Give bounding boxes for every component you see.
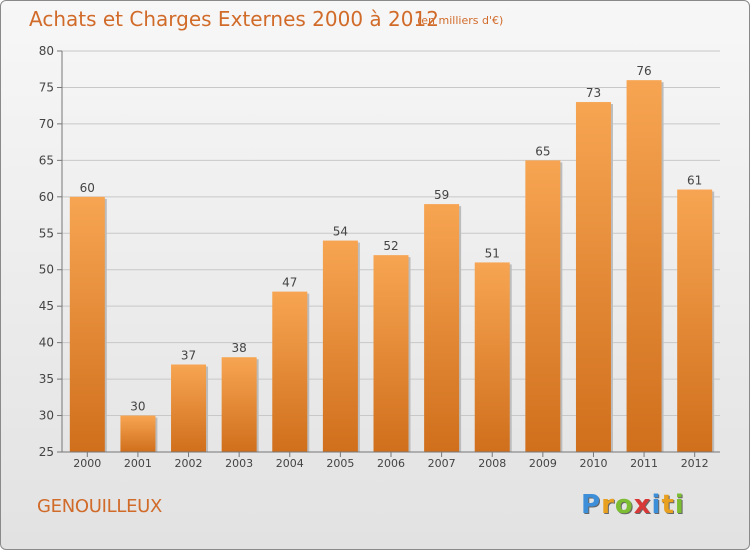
bar (575, 102, 611, 452)
x-tick-label: 2010 (579, 457, 607, 470)
axes (61, 51, 720, 453)
logo-letter: x (633, 490, 652, 520)
data-label: 65 (535, 144, 550, 158)
data-label: 59 (434, 188, 449, 202)
x-tick-label: 2006 (377, 457, 405, 470)
bar (221, 357, 257, 452)
x-tick-label: 2003 (225, 457, 253, 470)
bar (322, 240, 358, 452)
y-tick-label: 60 (39, 190, 54, 204)
y-tick-label: 25 (39, 445, 54, 459)
y-tick-label: 50 (39, 263, 54, 277)
data-label: 60 (80, 181, 95, 195)
data-label: 54 (333, 225, 348, 239)
data-label: 37 (181, 349, 196, 363)
y-tick-label: 55 (39, 226, 54, 240)
bar (626, 80, 662, 452)
x-tick-label: 2005 (326, 457, 354, 470)
x-tick-label: 2012 (681, 457, 709, 470)
logo-letter: P (581, 490, 602, 520)
data-label: 38 (232, 341, 247, 355)
data-label: 61 (687, 174, 702, 188)
logo-letter: i (674, 490, 685, 520)
x-tick-label: 2009 (529, 457, 557, 470)
y-tick-label: 35 (39, 372, 54, 386)
bars: 60 30 37 38 47 54 52 59 51 65 73 76 61 (69, 64, 715, 452)
commune-name: GENOUILLEUX (37, 496, 163, 517)
x-tick-label: 2004 (276, 457, 304, 470)
logo-letter: o (614, 490, 634, 520)
logo-letter: i (651, 490, 662, 520)
bar (171, 364, 207, 452)
x-tick-label: 2001 (124, 457, 152, 470)
chart-subtitle: (en milliers d'€) (417, 14, 504, 27)
bar (474, 262, 510, 452)
y-tick-label: 45 (39, 299, 54, 313)
x-tick-label: 2002 (175, 457, 203, 470)
x-tick-label: 2008 (478, 457, 506, 470)
y-tick-label: 80 (39, 44, 54, 58)
y-tick-label: 70 (39, 117, 54, 131)
bar (120, 415, 156, 452)
x-tick-label: 2000 (73, 457, 101, 470)
chart-title: Achats et Charges Externes 2000 à 2012 (29, 7, 439, 31)
data-label: 47 (282, 276, 297, 290)
data-label: 52 (383, 239, 398, 253)
bar (69, 196, 105, 452)
logo-letter: t (661, 490, 675, 520)
bar (525, 160, 561, 452)
proxiti-logo: Proxiti (581, 490, 685, 520)
y-tick-label: 75 (39, 80, 54, 94)
x-tick-label: 2011 (630, 457, 658, 470)
bar (373, 255, 409, 452)
y-axis-labels: 25 30 35 40 45 50 55 60 65 70 75 80 (39, 44, 54, 459)
data-label: 51 (485, 246, 500, 260)
y-tick-label: 65 (39, 153, 54, 167)
bar (272, 291, 308, 452)
logo-letter: r (601, 490, 615, 520)
bar (424, 204, 460, 452)
data-label: 30 (130, 400, 145, 414)
y-tick-label: 40 (39, 336, 54, 350)
data-label: 73 (586, 86, 601, 100)
x-tick-label: 2007 (428, 457, 456, 470)
x-axis-labels: 2000 2001 2002 2003 2004 2005 2006 2007 2008 2009… (73, 452, 709, 470)
y-tick-label: 30 (39, 409, 54, 423)
data-label: 76 (636, 64, 651, 78)
bar (677, 189, 713, 452)
